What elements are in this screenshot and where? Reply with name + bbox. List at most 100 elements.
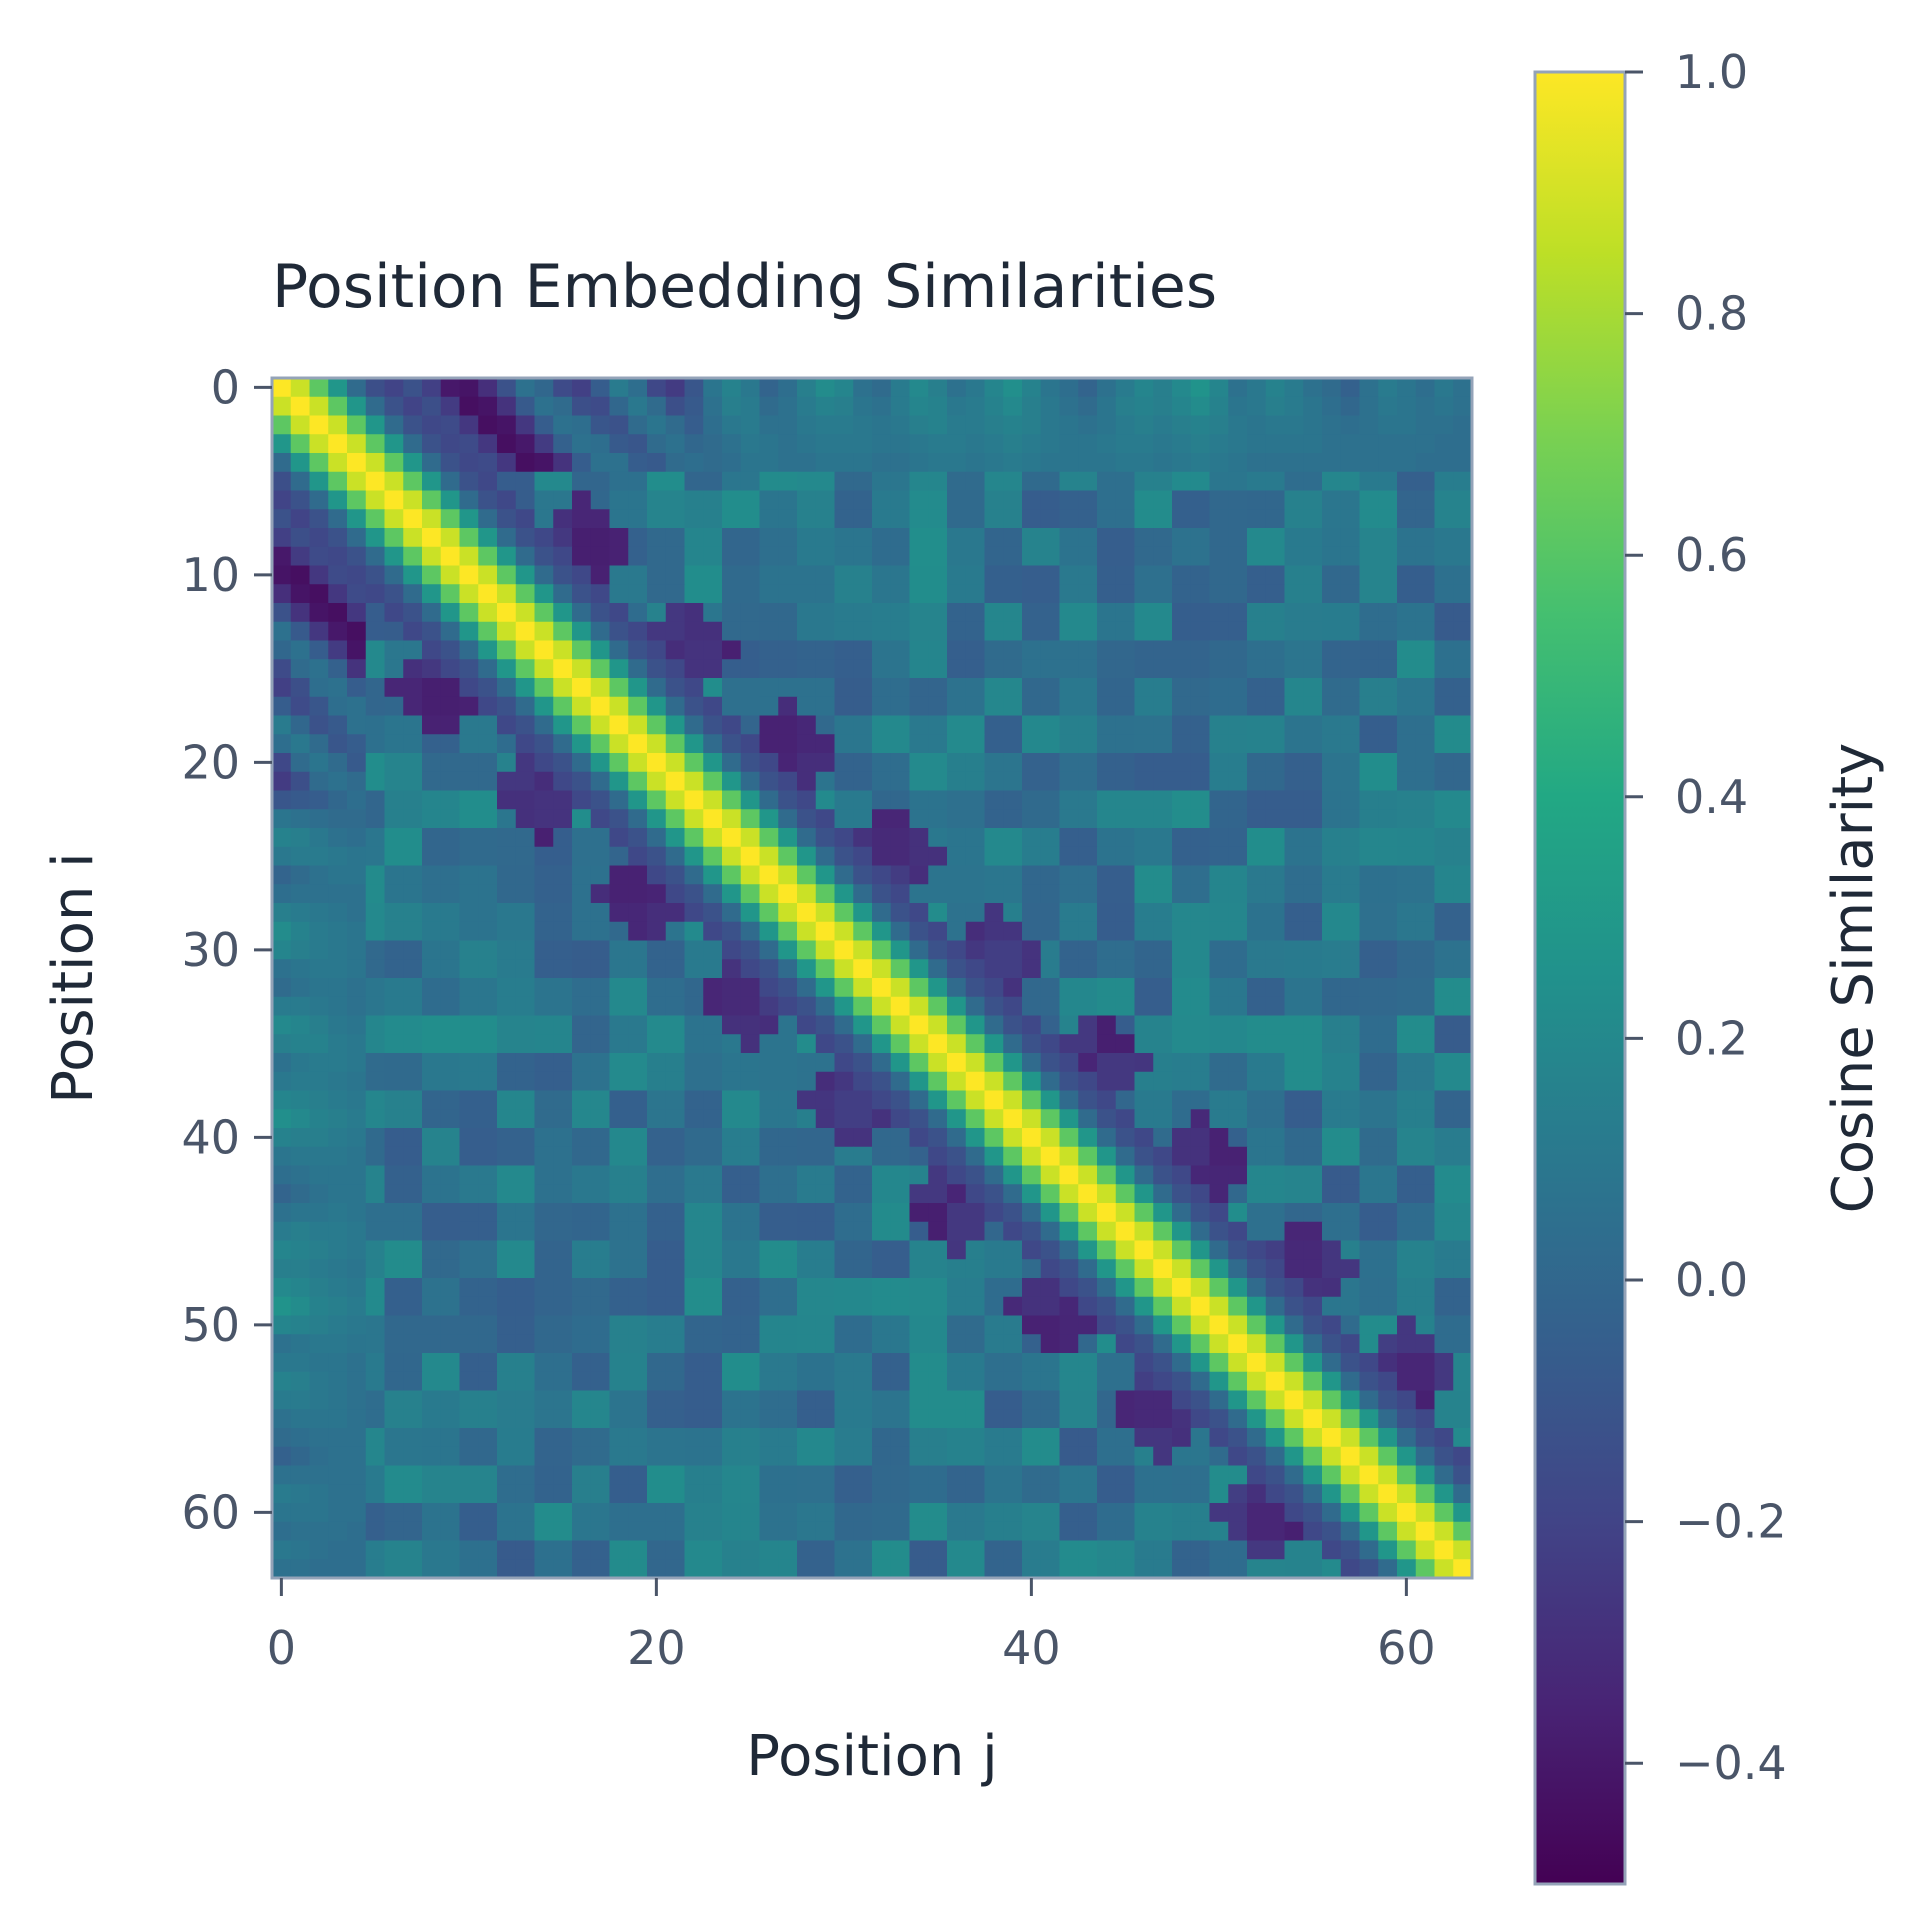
heatmap-cell [909,1353,929,1373]
heatmap-cell [703,865,723,885]
heatmap-cell [534,696,554,717]
heatmap-cell [1322,1128,1342,1148]
heatmap-cell [984,1109,1004,1129]
heatmap-cell [1359,1446,1379,1467]
heatmap-cell [909,1259,929,1279]
heatmap-cell [703,734,723,754]
heatmap-cell [1397,1165,1417,1185]
heatmap-cell [497,1240,517,1260]
heatmap-cell [440,1278,461,1298]
heatmap-cell [1247,1034,1267,1054]
heatmap-cell [1134,1503,1154,1523]
heatmap-cell [647,1278,667,1298]
heatmap-cell [309,1503,329,1523]
heatmap-cell [440,1353,461,1373]
heatmap-cell [872,434,892,454]
heatmap-cell [1453,1465,1473,1485]
heatmap-cell [1003,603,1023,623]
heatmap-cell [478,715,498,735]
heatmap-cell [403,1540,423,1560]
heatmap-cell [1415,1503,1436,1523]
heatmap-cell [1415,1315,1436,1335]
heatmap-cell [1115,1428,1136,1448]
heatmap-cell [1265,734,1286,754]
heatmap-cell [1022,1465,1042,1485]
heatmap-cell [478,1540,498,1560]
heatmap-cell [778,1409,798,1429]
heatmap-cell [1322,509,1342,529]
heatmap-cell [384,434,404,454]
heatmap-cell [797,640,817,660]
colorbar-tick-label: 0.4 [1675,770,1748,824]
heatmap-cell [834,584,854,604]
heatmap-cell [272,1296,292,1317]
heatmap-cell [553,1071,573,1092]
heatmap-cell [1059,1053,1079,1073]
heatmap-cell [684,921,704,942]
heatmap-cell [1209,771,1229,792]
heatmap-cell [309,1278,329,1298]
heatmap-cell [459,1259,479,1279]
heatmap-cell [834,753,854,773]
heatmap-cell [497,978,517,998]
heatmap-cell [365,940,386,960]
heatmap-cell [1172,1521,1192,1542]
heatmap-cell [1022,1109,1042,1129]
heatmap-cell [422,1334,442,1354]
heatmap-cell [384,1015,404,1035]
heatmap-cell [815,378,836,398]
heatmap-cell [1340,996,1361,1017]
heatmap-cell [684,678,704,698]
heatmap-cell [984,734,1004,754]
heatmap-cell [609,378,629,398]
heatmap-cell [1265,1484,1286,1504]
heatmap-cell [1265,584,1286,604]
heatmap-cell [1209,1315,1229,1335]
heatmap-cell [665,1146,686,1167]
heatmap-cell [1247,734,1267,754]
heatmap-cell [290,790,311,810]
heatmap-cell [365,1446,386,1467]
heatmap-cell [478,1428,498,1448]
heatmap-cell [440,1015,461,1035]
heatmap-cell [459,940,479,960]
heatmap-cell [1153,1278,1173,1298]
heatmap-cell [609,584,629,604]
heatmap-cell [965,490,986,510]
heatmap-cell [947,396,967,417]
heatmap-cell [1415,884,1436,904]
heatmap-cell [1247,1465,1267,1485]
heatmap-cell [1172,921,1192,942]
heatmap-cell [1378,1015,1398,1035]
heatmap-cell [459,1540,479,1560]
heatmap-cell [1284,1371,1304,1392]
heatmap-cell [1040,621,1061,642]
heatmap-cell [1040,1390,1061,1410]
heatmap-cell [797,734,817,754]
heatmap-cell [309,940,329,960]
heatmap-cell [665,434,686,454]
heatmap-cell [497,1128,517,1148]
heatmap-cell [328,453,348,473]
heatmap-cell [1397,415,1417,435]
heatmap-cell [815,1015,836,1035]
heatmap-cell [778,846,798,867]
heatmap-cell [1003,1184,1023,1204]
heatmap-cell [647,1390,667,1410]
heatmap-cell [665,678,686,698]
heatmap-cell [684,790,704,810]
heatmap-cell [309,378,329,398]
heatmap-cell [1434,1071,1454,1092]
heatmap-cell [665,1278,686,1298]
heatmap-cell [534,978,554,998]
heatmap-cell [1397,715,1417,735]
heatmap-cell [590,415,611,435]
heatmap-cell [947,659,967,679]
heatmap-cell [965,865,986,885]
heatmap-cell [628,1203,648,1223]
heatmap-cell [1059,1071,1079,1092]
heatmap-cell [1190,865,1211,885]
heatmap-cell [1115,884,1136,904]
heatmap-cell [947,1371,967,1392]
heatmap-cell [497,1034,517,1054]
